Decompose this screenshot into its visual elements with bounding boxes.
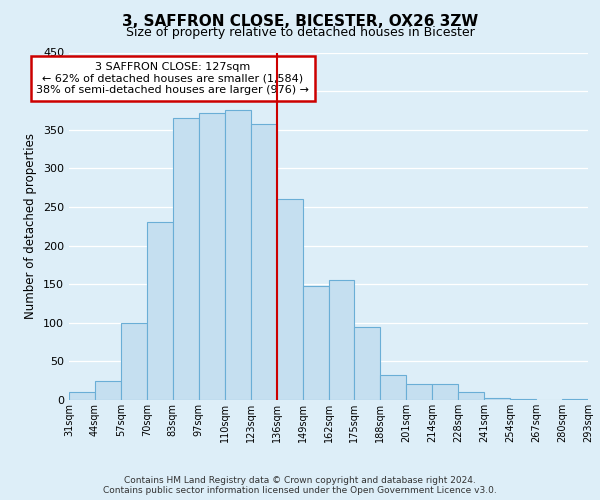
Bar [69,392,95,400]
Bar [277,199,302,400]
Bar [199,112,224,400]
Text: 3 SAFFRON CLOSE: 127sqm
← 62% of detached houses are smaller (1,584)
38% of semi: 3 SAFFRON CLOSE: 127sqm ← 62% of detache… [37,62,310,95]
Bar [433,384,458,400]
Bar [302,286,329,400]
Bar [121,323,147,400]
Y-axis label: Number of detached properties: Number of detached properties [25,133,37,320]
Text: Contains HM Land Registry data © Crown copyright and database right 2024.
Contai: Contains HM Land Registry data © Crown c… [103,476,497,495]
Bar [329,280,355,400]
Bar [95,380,121,400]
Bar [355,326,380,400]
Bar [562,399,588,400]
Bar [484,398,510,400]
Bar [173,118,199,400]
Text: 3, SAFFRON CLOSE, BICESTER, OX26 3ZW: 3, SAFFRON CLOSE, BICESTER, OX26 3ZW [122,14,478,29]
Bar [510,399,536,400]
Bar [458,392,484,400]
Bar [406,384,432,400]
Text: Size of property relative to detached houses in Bicester: Size of property relative to detached ho… [125,26,475,39]
Bar [225,110,251,400]
Bar [147,222,173,400]
Bar [380,374,406,400]
Bar [251,124,277,400]
